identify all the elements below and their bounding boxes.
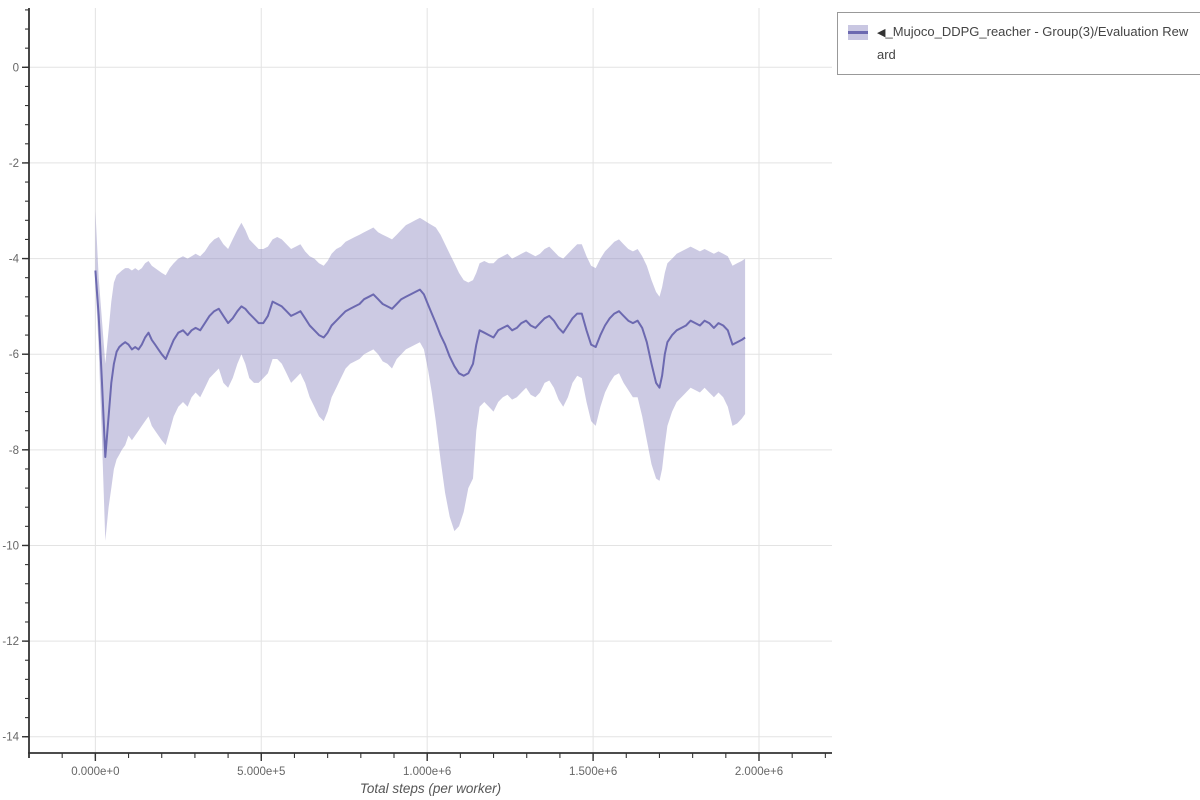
legend-label: ◀_Mujoco_DDPG_reacher - Group(3)/Evaluat… [877, 21, 1194, 66]
series-name: _Mujoco_DDPG_reacher - Group(3)/Evaluati… [877, 24, 1189, 62]
y-tick-label: -4 [9, 254, 20, 266]
x-tick-label: 1.500e+6 [569, 766, 617, 778]
collapse-arrow-icon: ◀ [877, 27, 886, 39]
series-line-icon [848, 31, 868, 34]
x-axis-title: Total steps (per worker) [359, 781, 502, 796]
legend: ◀_Mujoco_DDPG_reacher - Group(3)/Evaluat… [837, 12, 1200, 75]
x-tick-label: 1.000e+6 [403, 766, 451, 778]
y-tick-label: -14 [2, 732, 19, 744]
y-tick-label: -2 [9, 158, 19, 170]
series-swatch-icon [848, 25, 868, 40]
x-tick-label: 0.000e+0 [71, 766, 119, 778]
legend-item-evaluation-reward[interactable]: ◀_Mujoco_DDPG_reacher - Group(3)/Evaluat… [848, 21, 1194, 66]
y-tick-label: -10 [2, 540, 19, 552]
y-tick-label: -6 [9, 349, 19, 361]
x-tick-label: 5.000e+5 [237, 766, 285, 778]
confidence-band [95, 210, 746, 541]
x-tick-label: 2.000e+6 [735, 766, 783, 778]
y-tick-label: -8 [9, 445, 19, 457]
y-tick-label: -12 [2, 636, 19, 648]
mean-line [94, 270, 746, 458]
y-tick-label: 0 [13, 62, 19, 74]
